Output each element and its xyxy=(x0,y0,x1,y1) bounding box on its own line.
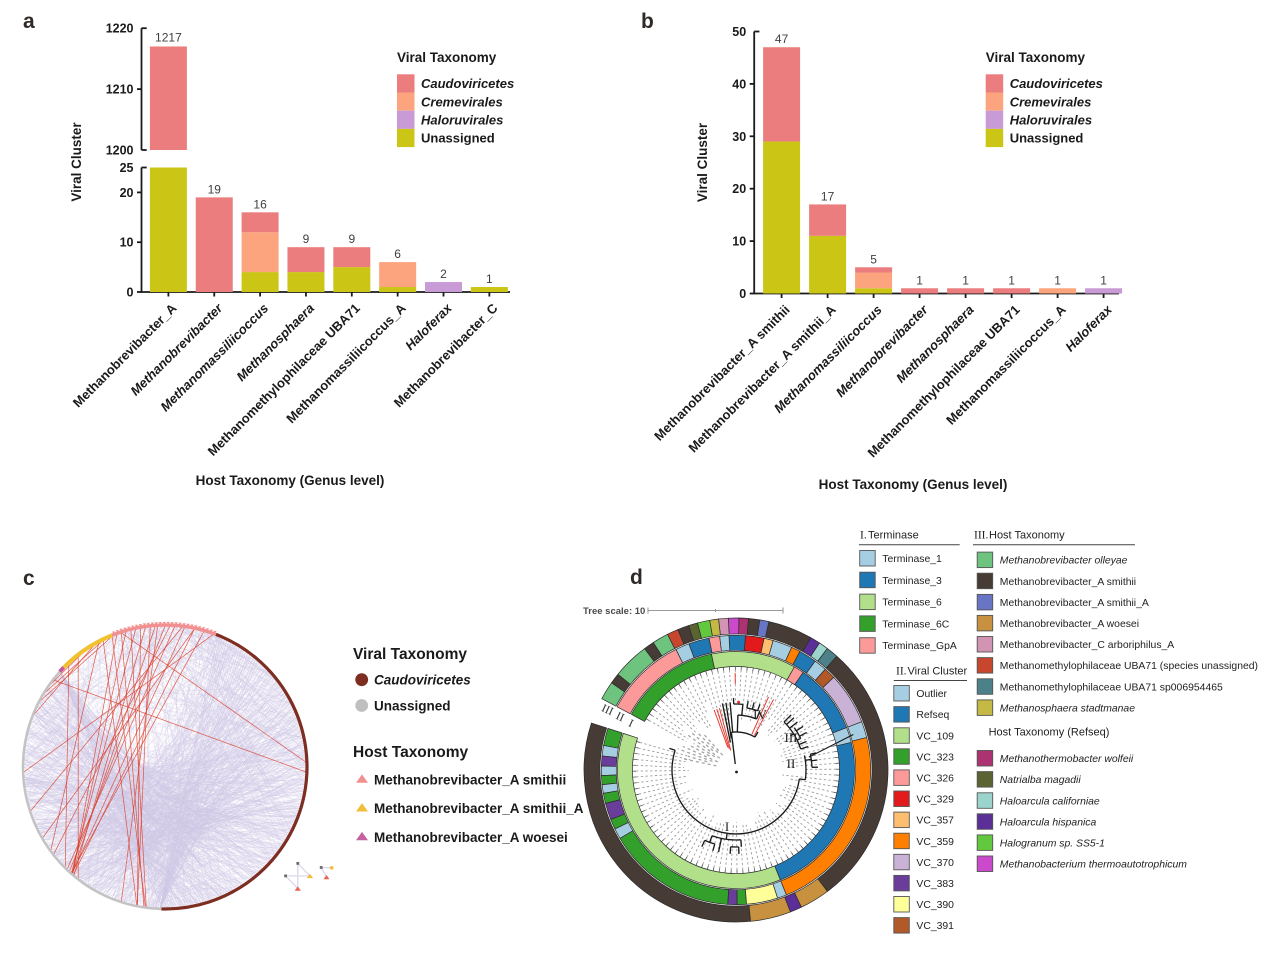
svg-text:1: 1 xyxy=(916,273,923,287)
svg-text:1: 1 xyxy=(1008,273,1015,287)
svg-text:Host Taxonomy: Host Taxonomy xyxy=(989,530,1065,542)
svg-text:a: a xyxy=(23,10,35,33)
svg-text:20: 20 xyxy=(120,186,134,200)
svg-text:9: 9 xyxy=(348,232,355,246)
svg-text:Methanobrevibacter_A smithii_A: Methanobrevibacter_A smithii_A xyxy=(374,801,584,816)
svg-text:I: I xyxy=(626,718,635,731)
svg-text:VC_109: VC_109 xyxy=(916,731,954,742)
svg-text:IV: IV xyxy=(753,707,767,722)
svg-text:Terminase_GpA: Terminase_GpA xyxy=(882,641,957,652)
svg-text:10: 10 xyxy=(732,235,746,249)
svg-text:1200: 1200 xyxy=(106,144,134,158)
svg-text:Viral Cluster: Viral Cluster xyxy=(69,122,84,202)
svg-text:VC_370: VC_370 xyxy=(916,858,954,869)
svg-text:Caudoviricetes: Caudoviricetes xyxy=(421,76,514,91)
svg-text:Caudoviricetes: Caudoviricetes xyxy=(374,673,471,688)
svg-text:VC_357: VC_357 xyxy=(916,816,954,827)
svg-text:47: 47 xyxy=(775,32,789,46)
svg-text:Refseq: Refseq xyxy=(916,710,949,721)
svg-text:Terminase_6C: Terminase_6C xyxy=(882,619,949,630)
svg-text:III: III xyxy=(600,702,616,718)
svg-text:Halogranum sp. SS5-1: Halogranum sp. SS5-1 xyxy=(1000,839,1105,850)
svg-text:VC_326: VC_326 xyxy=(916,774,954,785)
svg-text:Methanothermobacter wolfeii: Methanothermobacter wolfeii xyxy=(1000,754,1134,765)
svg-text:I.: I. xyxy=(860,530,867,542)
svg-text:VC_383: VC_383 xyxy=(916,879,954,890)
svg-text:Unassigned: Unassigned xyxy=(421,131,495,146)
svg-text:Viral Taxonomy: Viral Taxonomy xyxy=(986,50,1086,65)
svg-text:VC_323: VC_323 xyxy=(916,752,954,763)
svg-text:1: 1 xyxy=(962,273,969,287)
svg-text:Viral Taxonomy: Viral Taxonomy xyxy=(353,646,467,663)
svg-text:19: 19 xyxy=(208,182,222,196)
svg-text:2: 2 xyxy=(440,267,447,281)
svg-text:II.: II. xyxy=(896,666,907,678)
svg-text:Methanobrevibacter_A smithii: Methanobrevibacter_A smithii xyxy=(374,772,566,787)
svg-text:Viral Taxonomy: Viral Taxonomy xyxy=(397,50,497,65)
svg-text:Methanomethylophilaceae UBA71: Methanomethylophilaceae UBA71 (species u… xyxy=(1000,661,1258,672)
svg-text:0: 0 xyxy=(739,287,746,301)
svg-text:Haloarcula hispanica: Haloarcula hispanica xyxy=(1000,817,1097,828)
svg-text:1: 1 xyxy=(486,272,493,286)
svg-text:Methanobrevibacter_A woesei: Methanobrevibacter_A woesei xyxy=(374,830,568,845)
svg-text:0: 0 xyxy=(127,286,134,300)
svg-text:Caudoviricetes: Caudoviricetes xyxy=(1010,76,1103,91)
svg-text:1217: 1217 xyxy=(155,30,182,44)
svg-text:Methanobrevibacter_A smithii: Methanobrevibacter_A smithii xyxy=(1000,577,1136,588)
svg-text:Haloruvirales: Haloruvirales xyxy=(421,113,503,128)
svg-text:20: 20 xyxy=(732,182,746,196)
svg-text:17: 17 xyxy=(821,189,835,203)
svg-text:1: 1 xyxy=(1054,273,1061,287)
svg-text:Terminase_3: Terminase_3 xyxy=(882,576,942,587)
svg-text:VC_329: VC_329 xyxy=(916,795,954,806)
svg-text:Tree scale: 10: Tree scale: 10 xyxy=(583,606,645,617)
svg-text:Terminase: Terminase xyxy=(868,530,919,542)
svg-text:30: 30 xyxy=(732,130,746,144)
svg-text:Terminase_6: Terminase_6 xyxy=(882,598,942,609)
svg-text:Host Taxonomy (Genus level): Host Taxonomy (Genus level) xyxy=(196,473,385,488)
svg-text:9: 9 xyxy=(303,232,310,246)
svg-text:d: d xyxy=(630,566,643,589)
svg-text:40: 40 xyxy=(732,77,746,91)
svg-text:II: II xyxy=(787,756,796,771)
svg-text:Outlier: Outlier xyxy=(916,689,947,700)
svg-text:VC_390: VC_390 xyxy=(916,900,954,911)
svg-text:Host Taxonomy: Host Taxonomy xyxy=(353,744,468,761)
svg-text:50: 50 xyxy=(732,25,746,39)
svg-text:Methanosphaera stadtmanae: Methanosphaera stadtmanae xyxy=(1000,703,1135,714)
svg-text:Viral Cluster: Viral Cluster xyxy=(908,666,968,678)
svg-text:Haloruvirales: Haloruvirales xyxy=(1010,113,1092,128)
svg-text:25: 25 xyxy=(120,161,134,175)
svg-text:VC_359: VC_359 xyxy=(916,837,954,848)
svg-text:Methanobrevibacter_C arboriphi: Methanobrevibacter_C arboriphilus_A xyxy=(1000,640,1174,651)
svg-text:Unassigned: Unassigned xyxy=(1010,131,1084,146)
svg-text:III.: III. xyxy=(974,530,988,542)
svg-text:1220: 1220 xyxy=(106,22,134,36)
svg-text:16: 16 xyxy=(253,197,267,211)
svg-text:Methanobrevibacter olleyae: Methanobrevibacter olleyae xyxy=(1000,556,1128,567)
svg-text:Methanobrevibacter_A woesei: Methanobrevibacter_A woesei xyxy=(1000,619,1139,630)
svg-text:1210: 1210 xyxy=(106,83,134,97)
svg-text:Haloarcula californiae: Haloarcula californiae xyxy=(1000,796,1100,807)
svg-text:1: 1 xyxy=(1100,273,1107,287)
svg-text:Host Taxonomy (Refseq): Host Taxonomy (Refseq) xyxy=(989,727,1110,739)
svg-text:I: I xyxy=(725,819,729,834)
svg-text:10: 10 xyxy=(120,236,134,250)
svg-text:VC_391: VC_391 xyxy=(916,921,954,932)
svg-text:Natrialba magadii: Natrialba magadii xyxy=(1000,775,1082,786)
svg-text:b: b xyxy=(641,10,654,33)
svg-text:5: 5 xyxy=(870,252,877,266)
svg-text:Methanomethylophilaceae UBA71: Methanomethylophilaceae UBA71 sp00695446… xyxy=(1000,682,1223,693)
svg-text:Terminase_1: Terminase_1 xyxy=(882,554,942,565)
svg-text:Cremevirales: Cremevirales xyxy=(1010,94,1092,109)
svg-text:Viral Cluster: Viral Cluster xyxy=(695,122,710,202)
svg-text:Host Taxonomy (Genus level): Host Taxonomy (Genus level) xyxy=(819,477,1008,492)
svg-text:Methanobrevibacter_A smithii_A: Methanobrevibacter_A smithii_A xyxy=(1000,598,1149,609)
svg-text:6: 6 xyxy=(394,247,401,261)
svg-text:III: III xyxy=(785,730,798,745)
svg-text:Unassigned: Unassigned xyxy=(374,698,451,713)
svg-text:Cremevirales: Cremevirales xyxy=(421,94,503,109)
svg-text:c: c xyxy=(23,567,35,590)
svg-text:Methanobacterium thermoautotro: Methanobacterium thermoautotrophicum xyxy=(1000,860,1187,871)
